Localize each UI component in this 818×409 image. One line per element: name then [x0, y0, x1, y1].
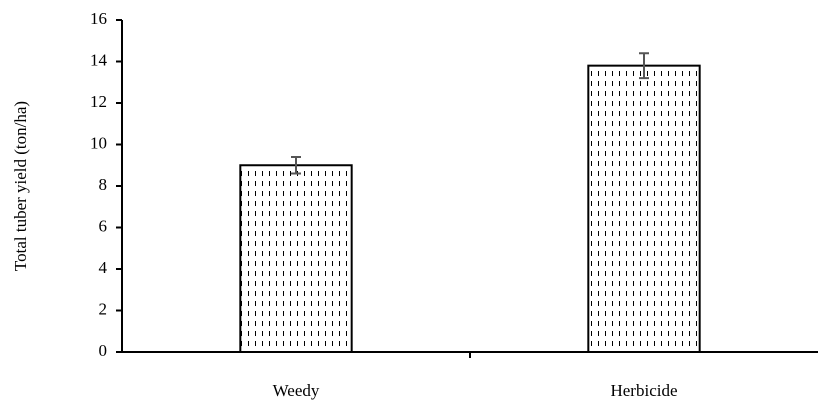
y-tick-label: 10 — [90, 133, 107, 152]
x-tick-label: Herbicide — [610, 381, 677, 400]
x-tick-label: Weedy — [273, 381, 320, 400]
error-bar — [639, 52, 649, 80]
y-axis-label: Total tuber yield (ton/ha) — [11, 101, 30, 271]
bar — [587, 64, 701, 354]
y-tick-label: 2 — [99, 299, 108, 318]
y-tick-label: 0 — [99, 341, 108, 360]
y-tick-label: 14 — [90, 50, 108, 69]
y-tick-label: 6 — [99, 216, 108, 235]
y-tick-label: 4 — [99, 258, 108, 277]
error-bar — [291, 155, 301, 175]
y-tick-label: 16 — [90, 9, 107, 28]
y-tick-label: 8 — [99, 175, 108, 194]
y-tick-label: 12 — [90, 92, 107, 111]
bar — [239, 164, 353, 353]
